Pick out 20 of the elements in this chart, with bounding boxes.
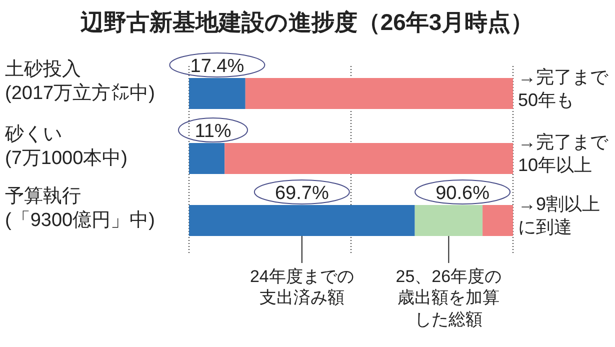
text: 25、26年度の歳出額を加算した総額 bbox=[394, 266, 503, 330]
y-tick-label: 砂くい (7万1000本中) bbox=[4, 124, 128, 169]
data-label: 17.4% bbox=[190, 56, 244, 77]
text: →完了まで10年以上 bbox=[518, 131, 610, 176]
y-tick-label: 土砂投入 (2017万立方㍍中) bbox=[5, 59, 155, 104]
bar bbox=[482, 205, 513, 236]
text: →完了まで50年も bbox=[518, 66, 610, 111]
text: →9割以上に到達 bbox=[518, 193, 602, 238]
bar bbox=[189, 205, 415, 236]
annotation: 90.6% bbox=[436, 183, 490, 204]
bar bbox=[189, 143, 225, 174]
series-label: 24年度までの支出済み額 bbox=[248, 266, 355, 308]
data-label: 69.7% bbox=[274, 183, 329, 204]
chart-title: 辺野古新基地建設の進捗度（26年3月時点） bbox=[79, 9, 534, 35]
data-label: 11% bbox=[194, 121, 232, 142]
bar bbox=[414, 205, 483, 236]
bar bbox=[189, 78, 246, 109]
bar bbox=[245, 78, 513, 109]
y-tick-label: 予算執行 (「9300億円」中) bbox=[5, 186, 155, 231]
bar bbox=[224, 143, 513, 174]
